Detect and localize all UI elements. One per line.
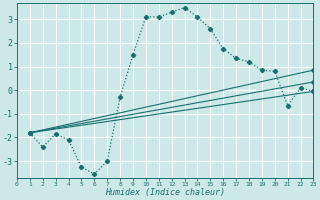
X-axis label: Humidex (Indice chaleur): Humidex (Indice chaleur) — [105, 188, 225, 197]
